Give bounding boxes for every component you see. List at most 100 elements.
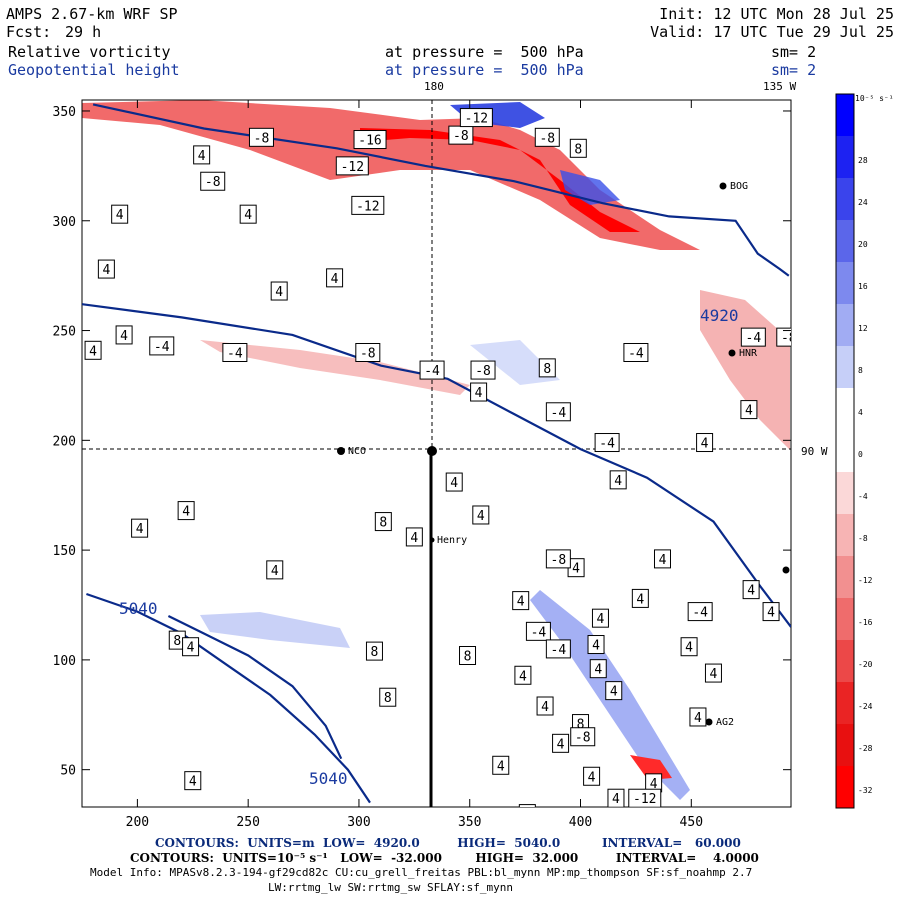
vort-label-text: 4	[701, 437, 709, 452]
y-tick-label: 100	[53, 654, 76, 669]
vort-label-box	[623, 343, 649, 362]
height-label-4920: 4920	[700, 306, 739, 325]
vort-label-box	[379, 687, 397, 707]
vort-label-text: 8	[574, 142, 582, 157]
vort-contour-label: 4	[591, 608, 609, 628]
colorbar-tick-label: -12	[858, 576, 873, 585]
colorbar-segment	[836, 304, 854, 347]
vort-label-box	[525, 621, 551, 641]
vort-label-box	[248, 127, 274, 147]
vort-label-box	[200, 171, 226, 191]
vort-label-text: -8	[539, 131, 555, 146]
field1-name: Relative vorticity	[8, 43, 171, 61]
neg-vort-mid-band	[200, 340, 470, 395]
vort-contour-label: 4	[177, 501, 195, 521]
vort-contour-label: -4	[222, 343, 248, 362]
vort-contour-label: -4	[740, 327, 766, 347]
vort-label-box	[445, 472, 463, 492]
colorbar-segment	[836, 262, 854, 305]
vort-label-text: 4	[685, 641, 693, 656]
vort-label-box	[518, 804, 536, 807]
neg-vort-core-north	[360, 128, 640, 232]
vort-label-text: -8	[575, 731, 591, 746]
site-marker-hnr	[728, 349, 736, 357]
vort-contour-label: -8	[355, 343, 381, 362]
vort-label-box	[552, 733, 570, 753]
vort-contour-label: 4	[704, 663, 722, 683]
longitude-180-label: 180	[424, 80, 444, 93]
colorbar-segment	[836, 178, 854, 221]
vort-label-text: 4	[102, 263, 110, 278]
vort-label-text: -12	[356, 199, 379, 214]
vort-label-text: 4	[557, 737, 565, 752]
site-marker-ag2	[705, 718, 713, 726]
vort-label-text: 4	[594, 663, 602, 678]
vort-label-text: -4	[551, 406, 567, 421]
vort-label-box	[365, 641, 383, 661]
vort-contour-label: -4	[623, 343, 649, 362]
vort-contour-label: 4	[552, 733, 570, 753]
colorbar-tick-label: 16	[858, 282, 868, 291]
vort-label-text: 4	[588, 770, 596, 785]
vort-contour-label: 4	[605, 681, 623, 701]
vort-label-text: 8	[379, 516, 387, 531]
vort-contour-label: -12	[459, 108, 493, 128]
vort-label-box	[812, 289, 836, 307]
vort-label-box	[193, 145, 211, 165]
field1-level: at pressure = 500 hPa	[385, 43, 584, 61]
vort-label-text: 4	[610, 685, 618, 700]
vort-contour-label: -8	[545, 549, 571, 569]
vort-contour-label: 4	[607, 788, 625, 807]
vort-label-text: 4	[244, 208, 252, 223]
vort-label-text: 4	[767, 606, 775, 621]
site-label-ag2: AG2	[716, 717, 734, 728]
vort-label-box	[583, 766, 601, 786]
colorbar-unit-label: 10⁻⁵ s⁻¹	[855, 94, 894, 103]
vort-contour-label: 4	[589, 659, 607, 679]
vort-contour-label: 4	[645, 773, 663, 793]
forecast-label: Fcst:	[6, 23, 52, 41]
vort-label-box	[607, 788, 625, 807]
vort-label-text: -4	[531, 625, 547, 640]
site-label-henry: Henry	[437, 535, 467, 546]
vort-label-text: 4	[120, 329, 128, 344]
vort-contour-label: -4	[149, 336, 175, 356]
vort-label-text: 4	[187, 641, 195, 656]
vort-contour-label: 4	[326, 268, 344, 288]
vort-label-text: -12	[465, 112, 488, 127]
vort-label-text: -4	[746, 331, 762, 346]
vort-contour-label: -8	[248, 127, 274, 147]
vort-label-text: -4	[821, 395, 837, 410]
vort-label-text: 4	[16, 322, 24, 337]
vort-label-text: 8	[384, 691, 392, 706]
vort-contour-label: 4	[680, 637, 698, 657]
vort-label-text: 8	[371, 645, 379, 660]
vort-label-text: 8	[577, 718, 585, 733]
x-tick-label: 400	[569, 815, 592, 830]
vort-label-text: 4	[497, 759, 505, 774]
site-marker-bog	[719, 182, 727, 190]
vort-label-text: 4	[636, 592, 644, 607]
height-contour-4980	[82, 303, 791, 628]
vort-label-text: -8	[205, 175, 221, 190]
vort-label-box	[326, 268, 344, 288]
vort-label-box	[589, 659, 607, 679]
y-tick-label: 350	[53, 105, 76, 120]
site-markers: NCO Henry HNR BOG AG2	[337, 181, 790, 728]
vort-label-text: 4	[523, 808, 531, 823]
vort-contour-label: -8	[470, 360, 496, 380]
vort-label-box	[97, 259, 115, 279]
vort-contour-label: 8	[379, 687, 397, 707]
vort-label-box	[470, 360, 496, 380]
vort-label-box	[405, 527, 423, 547]
vort-label-text: -8	[453, 129, 469, 144]
vort-label-box	[740, 400, 758, 420]
vort-label-text: -4	[227, 347, 243, 362]
vort-contour-label: 4	[115, 325, 133, 345]
vort-label-text: 4	[189, 775, 197, 790]
y-tick-label: 150	[53, 544, 76, 559]
vort-contour-label: -8	[776, 327, 791, 347]
colorbar-segment	[836, 724, 854, 767]
vort-label-text: 8	[464, 650, 472, 665]
